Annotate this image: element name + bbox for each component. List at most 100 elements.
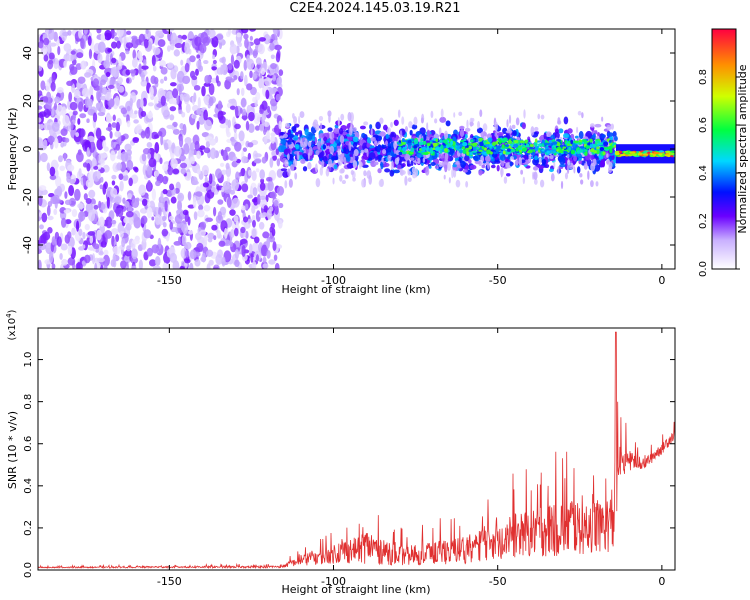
spectrogram-cell (268, 259, 276, 265)
spectrogram-cell (563, 116, 569, 125)
spectrogram-cell (82, 174, 87, 187)
spectrogram-cell (352, 136, 359, 143)
spectrogram-cell (269, 206, 274, 212)
spectrogram-cell (451, 168, 454, 179)
spectrogram-cell (189, 249, 197, 260)
spectrogram-cell (601, 134, 606, 138)
spectrogram-cell (63, 209, 71, 214)
spectrogram-cell (263, 121, 270, 128)
spectrogram-cell (162, 163, 169, 172)
spectrogram-cell (165, 92, 170, 102)
spectrogram-cell (170, 43, 175, 51)
spectrogram-cell (206, 263, 211, 269)
spectrogram-cell (595, 140, 600, 143)
spectrogram-cell (110, 228, 119, 235)
spectrogram-cell (119, 230, 124, 238)
spectrogram-cell (47, 215, 54, 221)
spectrogram-cell (55, 104, 64, 116)
spectrogram-cell (125, 223, 132, 231)
spectrogram-cell (217, 110, 224, 121)
spectrogram-cell (69, 101, 78, 111)
spectrogram-cell (148, 157, 157, 168)
spectrogram-cell (556, 138, 561, 142)
spectrogram-cell (217, 100, 223, 112)
spectrogram-cell (160, 95, 166, 106)
spectrogram-cell (198, 204, 204, 211)
spectrogram-cell (230, 228, 235, 238)
spectrogram-cell (606, 153, 609, 158)
spectrogram-cell (521, 144, 526, 148)
spectrogram-cell (100, 79, 107, 86)
spectrogram-cell (570, 139, 574, 145)
spectrogram-cell (567, 159, 571, 166)
spectrogram-cell (123, 217, 128, 223)
spectrogram-region (38, 29, 285, 269)
spectrogram-cell (240, 226, 246, 234)
spectrogram-cell (527, 149, 533, 154)
spectrogram-cell (276, 77, 282, 86)
spectrogram-cell (430, 161, 436, 166)
spectrogram-cell (580, 179, 584, 185)
spectrogram-cell (154, 214, 162, 226)
spectrogram-cell (445, 142, 449, 145)
spectrogram-cell (374, 140, 378, 145)
spectrogram-cell (81, 244, 86, 249)
spectrogram-cell (48, 29, 55, 40)
spectrogram-cell (434, 147, 440, 151)
spectrogram-cell (435, 138, 439, 142)
spectrogram-cell (538, 157, 542, 165)
spectrogram-cell (38, 138, 44, 149)
spectrogram-cell (431, 147, 436, 151)
spectrogram-cell (215, 75, 219, 84)
spectrogram-cell (56, 236, 62, 247)
spectrogram-cell (444, 164, 448, 173)
spectrogram-cell (77, 118, 81, 125)
spectrogram-cell (97, 52, 103, 64)
spectrogram-cell (98, 200, 102, 209)
spectrogram-cell (274, 204, 279, 215)
spectrogram-cell (203, 147, 211, 154)
spectrogram-cell (564, 172, 569, 180)
spectrogram-cell (263, 205, 269, 213)
spectrogram-cell (422, 140, 427, 145)
spectrogram-cell (543, 132, 547, 140)
spectrogram-cell (98, 216, 105, 227)
spectrogram-cell (182, 209, 189, 216)
spectrogram-cell (338, 127, 344, 135)
spectrogram-cell (78, 211, 86, 222)
spectrogram-cell (407, 177, 412, 183)
spectrogram-cell (252, 49, 258, 59)
spectrogram-cell (248, 123, 255, 134)
spectrogram-cell (119, 180, 124, 192)
spectrogram-cell (576, 150, 581, 154)
spectrogram-cell (254, 153, 262, 158)
spectrogram-cell (241, 245, 246, 258)
spectrogram-cell (669, 150, 675, 153)
spectrogram-cell (172, 88, 179, 99)
spectrogram-cell (378, 154, 383, 161)
spectrogram-cell (466, 151, 469, 156)
spectrogram-cell (45, 81, 51, 92)
spectrogram-cell (222, 149, 228, 162)
spectrogram-cell (138, 63, 142, 75)
spectrogram-cell (67, 30, 72, 36)
spectrogram-cell (71, 227, 76, 236)
spectrogram-cell (438, 161, 443, 168)
spectrogram-cell (259, 108, 264, 115)
spectrogram-cell (581, 138, 587, 143)
spectrogram-cell (162, 221, 167, 228)
spectrogram-cell (223, 250, 232, 263)
spectrogram-cell (46, 162, 51, 172)
spectrogram-cell (222, 181, 231, 190)
spectrogram-cell (173, 49, 180, 57)
spectrogram-cell (116, 162, 122, 171)
spectrogram-cell (64, 191, 68, 199)
spectrogram-cell (606, 124, 612, 131)
spectrogram-cell (264, 77, 272, 87)
spectrogram-cell (352, 177, 356, 182)
spectrogram-cell (277, 219, 283, 229)
spectrogram-cell (288, 134, 295, 138)
spectrogram-cell (82, 162, 88, 168)
spectrogram-cell (197, 209, 205, 218)
spectrogram-cell (464, 127, 471, 132)
